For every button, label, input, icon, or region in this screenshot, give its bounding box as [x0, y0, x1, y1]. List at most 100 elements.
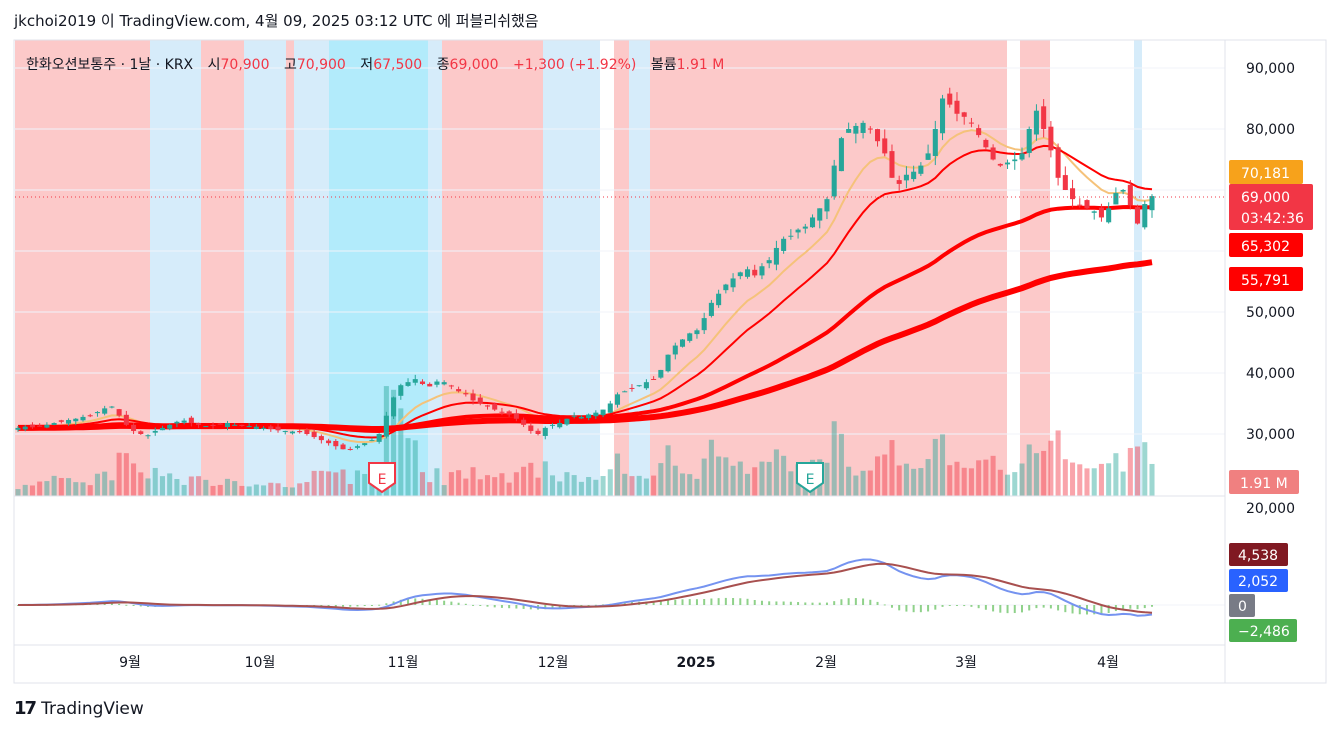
- macd-hist-bar: [811, 602, 814, 605]
- tradingview-brand[interactable]: 17 TradingView: [14, 698, 144, 719]
- macd-hist-bar: [414, 598, 417, 605]
- volume-bar: [824, 462, 830, 496]
- macd-hist-bar: [103, 603, 106, 605]
- publish-info: jkchoi2019 이 TradingView.com, 4월 09, 202…: [14, 12, 539, 30]
- volume-bar: [123, 453, 129, 496]
- volume-bar: [51, 475, 57, 496]
- candle-body: [304, 429, 310, 434]
- volume-bar: [513, 472, 519, 496]
- macd-hist-bar: [522, 605, 525, 609]
- candle-body: [781, 238, 787, 251]
- candlesticks: [15, 87, 1155, 451]
- volume-bar: [354, 470, 361, 496]
- candle-body: [261, 427, 267, 429]
- macd-hist-bar: [407, 598, 410, 605]
- volume-bar: [80, 482, 86, 496]
- volume-bar: [535, 477, 541, 496]
- macd-hist-bar: [818, 602, 821, 605]
- candle-body: [29, 424, 35, 428]
- macd-hist-bar: [342, 605, 345, 607]
- candle-body: [37, 425, 43, 427]
- candle-body: [145, 435, 151, 437]
- candle-body: [354, 446, 361, 448]
- macd-hist-bar: [999, 605, 1002, 613]
- price-tag-value: 65,302: [1241, 239, 1290, 255]
- candle-body: [744, 269, 751, 277]
- volume-bar: [1062, 459, 1068, 496]
- volume-bar: [224, 478, 230, 496]
- volume-bar: [997, 469, 1003, 496]
- volume-bar: [586, 477, 592, 496]
- candle-body: [109, 406, 115, 408]
- macd-hist-bar: [1064, 605, 1067, 613]
- macd-hist-bar: [594, 604, 597, 606]
- bg-band: [201, 40, 244, 496]
- candle-body: [44, 424, 50, 428]
- volume-bar: [152, 467, 158, 496]
- candle-body: [210, 424, 216, 426]
- volume-bar: [737, 461, 743, 496]
- macd-hist-bar: [587, 605, 590, 606]
- time-tick-label: 3월: [955, 655, 977, 671]
- macd-value-text: −2,486: [1238, 624, 1290, 640]
- volume-bar: [752, 467, 758, 496]
- candle-body: [831, 165, 837, 197]
- candle-body: [297, 431, 303, 433]
- candle-body: [282, 430, 288, 432]
- macd-hist-bar: [508, 605, 511, 609]
- candle-body: [925, 153, 931, 160]
- macd-hist-bar: [450, 601, 453, 605]
- macd-pane: [14, 558, 1225, 617]
- volume-bar: [1127, 447, 1133, 496]
- candle-body: [636, 385, 642, 387]
- macd-hist-bar: [529, 605, 532, 610]
- macd-hist-bar: [955, 605, 958, 606]
- macd-hist-bar: [883, 604, 886, 606]
- candle-body: [102, 408, 108, 414]
- candle-body: [1077, 204, 1083, 206]
- volume-bar: [1142, 442, 1148, 496]
- candle-body: [427, 383, 433, 387]
- macd-hist-bar: [934, 605, 937, 610]
- volume-bar: [860, 470, 866, 496]
- candle-body: [268, 426, 274, 430]
- volume-bar: [1048, 440, 1054, 496]
- macd-hist-bar: [674, 599, 677, 605]
- macd-hist-bar: [804, 602, 807, 605]
- price-tick-label: 90,000: [1246, 61, 1295, 77]
- candle-body: [1033, 110, 1039, 135]
- macd-hist-bar: [739, 598, 742, 605]
- candle-body: [492, 403, 498, 410]
- macd-hist-bar: [1143, 605, 1146, 609]
- candle-body: [809, 217, 816, 228]
- macd-hist-bar: [320, 605, 323, 607]
- volume-bar: [708, 439, 714, 496]
- macd-hist-bar: [1049, 605, 1052, 609]
- macd-hist-bar: [768, 601, 771, 605]
- volume-bar: [311, 470, 317, 496]
- macd-hist-bar: [890, 605, 893, 608]
- candle-body: [976, 128, 982, 136]
- candle-body: [997, 163, 1003, 166]
- bg-band: [244, 40, 286, 496]
- volume-bar: [340, 469, 346, 496]
- macd-hist-bar: [652, 601, 655, 605]
- macd-hist-bar: [1035, 605, 1038, 609]
- candle-body: [918, 165, 924, 174]
- bg-band: [1134, 40, 1142, 496]
- volume-bar: [961, 467, 967, 496]
- earnings-marker-badge: [796, 462, 824, 494]
- macd-hist-bar: [356, 605, 359, 607]
- macd-hist-bar: [760, 600, 763, 605]
- macd-hist-bar: [349, 605, 352, 607]
- volume-bar: [268, 482, 274, 496]
- volume-bar: [1098, 463, 1104, 496]
- volume-bar: [932, 438, 938, 496]
- candle-body: [643, 382, 649, 389]
- volume-bar: [759, 461, 765, 496]
- macd-hist-bar: [139, 605, 142, 607]
- high-label: 고: [283, 57, 297, 73]
- macd-hist-bar: [927, 605, 930, 612]
